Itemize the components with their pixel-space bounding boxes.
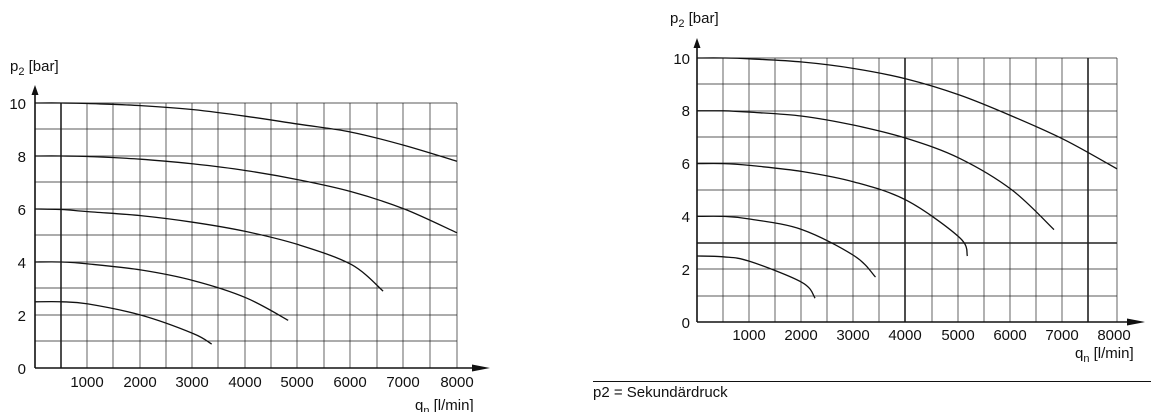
chart2-series-line-4 (696, 215, 876, 278)
chart1-x-axis-label: qn [l/min] (415, 397, 474, 412)
chart1-x-tick-label: 6000 (333, 374, 366, 391)
chart1-x-tick-label: 5000 (280, 374, 313, 391)
chart2-y-tick-label: 0 (682, 315, 690, 332)
chart1-y-axis-arrow (31, 85, 39, 95)
chart2-x-tick-label: 8000 (1097, 327, 1130, 344)
chart2-x-tick-label: 4000 (888, 327, 921, 344)
chart1-y-tick-label: 2 (18, 308, 26, 325)
chart2-y-axis-label: p2 [bar] (670, 10, 719, 30)
chart1-x-tick-label: 2000 (123, 374, 156, 391)
chart1-y-tick-label: 4 (18, 255, 26, 272)
chart2-x-tick-label: 7000 (1045, 327, 1078, 344)
chart1-x-tick-label: 1000 (70, 374, 103, 391)
chart1-x-axis-arrow (472, 364, 490, 372)
chart2-y-tick-label: 2 (682, 262, 690, 279)
chart2-x-axis-label: qn [l/min] (1075, 345, 1134, 365)
chart2-y-axis-arrow (693, 38, 701, 48)
chart1-series-line-5 (34, 300, 213, 345)
chart1-x-tick-label: 3000 (175, 374, 208, 391)
chart2-x-tick-label: 2000 (784, 327, 817, 344)
chart2-series-line-5 (696, 255, 816, 299)
footnote: p2 = Sekundärdruck (593, 384, 728, 401)
chart2-y-tick-label: 6 (682, 156, 690, 173)
chart1-series-line-4 (34, 261, 289, 321)
chart1-y-tick-label: 10 (9, 96, 26, 113)
chart1-series-line-1 (34, 102, 458, 162)
footnote-rule (593, 381, 1151, 382)
chart1-x-tick-label: 7000 (386, 374, 419, 391)
chart2-series-line-1 (696, 57, 1118, 170)
chart2-y-tick-label: 8 (682, 103, 690, 120)
chart2-x-axis-arrow (1127, 318, 1145, 326)
chart1-y-tick-label: 8 (18, 149, 26, 166)
chart2-y-tick-label: 10 (673, 51, 690, 68)
chart2-series-line-3 (696, 162, 969, 257)
chart1-series-line-2 (34, 155, 458, 234)
chart2-x-tick-label: 1000 (732, 327, 765, 344)
chart2-y-tick-label: 4 (682, 209, 690, 226)
chart1-y-tick-label: 0 (18, 361, 26, 378)
chart2-x-tick-label: 5000 (941, 327, 974, 344)
chart2-x-tick-label: 6000 (993, 327, 1026, 344)
chart1-x-tick-label: 8000 (440, 374, 473, 391)
chart1-y-tick-label: 6 (18, 202, 26, 219)
chart1-y-axis-label: p2 [bar] (10, 58, 59, 78)
chart1-series-line-3 (34, 208, 384, 292)
chart1-x-tick-label: 4000 (228, 374, 261, 391)
chart2-x-tick-label: 3000 (836, 327, 869, 344)
chart2-series-line-2 (696, 110, 1055, 231)
